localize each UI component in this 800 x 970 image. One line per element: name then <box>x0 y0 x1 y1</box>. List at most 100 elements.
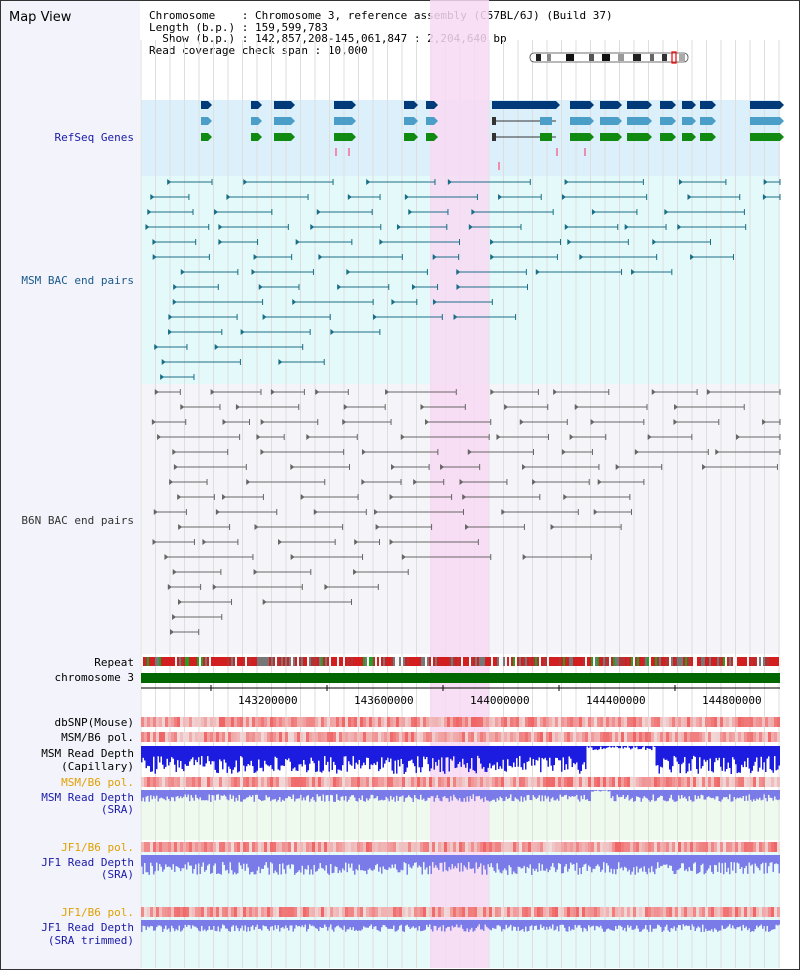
msm-capillary-depth-bar <box>682 746 684 763</box>
msm-capillary-depth-bar <box>625 746 627 748</box>
repeat-element <box>293 657 295 666</box>
msm-capillary-depth-bar <box>148 746 150 767</box>
msm-capillary-depth-bar <box>408 746 410 762</box>
track-label-jf1-depth-trim-line1: JF1 Read Depth <box>41 921 134 934</box>
repeat-element <box>169 657 171 666</box>
jf1-sra-depth-bar <box>391 855 393 865</box>
msm-b6-pol-heat-cell <box>723 732 726 742</box>
msm-bac-pair-end <box>172 299 177 305</box>
msm-capillary-depth-bar <box>622 746 624 749</box>
msm-b6-pol-heat-cell <box>546 732 549 742</box>
repeat-element <box>757 657 759 666</box>
jf1-sra-depth-bar <box>564 855 566 867</box>
jf1-sra-depth-bar <box>723 855 725 875</box>
dbsnp-heat-cell <box>522 717 525 727</box>
msm-sra-depth-bar <box>232 790 234 796</box>
dbsnp-heat-cell <box>186 717 189 727</box>
jf1-sra-depth-bar <box>156 855 158 863</box>
repeat-element <box>633 657 635 666</box>
repeat-element <box>427 657 429 666</box>
b6n-bac-pair-end <box>172 569 177 575</box>
jf1-sra-depth-bar <box>262 855 264 869</box>
msm-b6-pol-heat-cell <box>324 777 327 787</box>
msm-sra-depth-bar <box>444 790 446 797</box>
jf1-sra-depth-bar <box>705 855 707 874</box>
repeat-element <box>683 657 685 666</box>
jf1-sra-trimmed-depth-bar <box>696 920 698 929</box>
jf1-sra-depth-bar <box>243 855 245 864</box>
dbsnp-heat-cell <box>237 717 240 727</box>
jf1-b6-pol-heat-cell <box>327 907 330 917</box>
msm-b6-pol-heat-cell <box>705 732 708 742</box>
jf1-sra-trimmed-depth-bar <box>504 920 506 930</box>
msm-b6-pol-heat-cell <box>738 777 741 787</box>
jf1-b6-pol-heat-cell <box>573 842 576 852</box>
msm-capillary-depth-bar <box>402 746 404 764</box>
msm-capillary-depth-bar <box>526 746 528 762</box>
jf1-sra-trimmed-depth-bar <box>769 920 771 932</box>
msm-sra-depth-bar <box>766 790 768 802</box>
msm-capillary-depth-bar <box>465 746 467 768</box>
jf1-sra-depth-bar <box>580 855 582 875</box>
msm-sra-depth-bar <box>603 790 605 791</box>
jf1-b6-pol-heat-cell <box>426 842 429 852</box>
jf1-sra-trimmed-depth-bar <box>169 920 171 932</box>
jf1-sra-depth-bar <box>166 855 168 867</box>
jf1-sra-trimmed-depth-bar <box>163 920 165 929</box>
jf1-sra-depth-bar <box>213 855 215 866</box>
gene-strand-arrow <box>208 133 212 141</box>
msm-b6-pol-heat-cell <box>744 732 747 742</box>
repeat-element <box>341 657 343 666</box>
jf1-sra-trimmed-depth-bar <box>693 920 695 927</box>
ideogram-band <box>662 54 667 61</box>
repeat-element <box>703 657 705 666</box>
msm-b6-pol-heat-cell <box>612 732 615 742</box>
jf1-sra-trimmed-depth-bar <box>295 920 297 926</box>
gene-strand-arrow <box>672 117 676 125</box>
jf1-b6-pol-heat-cell <box>681 907 684 917</box>
jf1-b6-pol-heat-cell <box>333 907 336 917</box>
jf1-sra-trimmed-depth-bar <box>576 920 578 928</box>
msm-capillary-depth-bar <box>342 746 344 766</box>
jf1-sra-depth-bar <box>397 855 399 873</box>
track-label-b6n-bac[interactable]: B6N BAC end pairs <box>21 514 134 527</box>
jf1-sra-depth-bar <box>697 855 699 874</box>
msm-capillary-depth-bar <box>451 746 453 761</box>
jf1-sra-depth-bar <box>303 855 305 875</box>
msm-capillary-depth-bar <box>213 746 215 762</box>
dbsnp-heat-cell <box>486 717 489 727</box>
msm-capillary-depth-bar <box>529 746 531 758</box>
jf1-sra-depth-bar <box>205 855 207 870</box>
repeat-element <box>661 657 663 666</box>
msm-capillary-depth-bar <box>363 746 365 763</box>
jf1-sra-trimmed-depth-bar <box>687 920 689 927</box>
msm-capillary-depth-bar <box>582 746 584 765</box>
msm-sra-depth-bar <box>621 790 623 798</box>
track-label-refseq[interactable]: RefSeq Genes <box>54 131 134 144</box>
msm-sra-depth-bar <box>754 790 756 801</box>
jf1-b6-pol-heat-cell <box>582 907 585 917</box>
dbsnp-heat-cell <box>234 717 237 727</box>
msm-sra-depth-bar <box>756 790 758 799</box>
msm-b6-pol-heat-cell <box>777 777 780 787</box>
dbsnp-heat-cell <box>243 717 246 727</box>
repeat-element <box>453 657 455 666</box>
msm-b6-pol-heat-cell <box>666 777 669 787</box>
repeat-element <box>581 657 583 666</box>
jf1-sra-depth-bar <box>379 855 381 868</box>
dbsnp-heat-cell <box>501 717 504 727</box>
jf1-sra-depth-bar <box>612 855 614 874</box>
msm-sra-depth-bar <box>697 790 699 797</box>
msm-b6-pol-heat-cell <box>630 732 633 742</box>
msm-b6-pol-heat-cell <box>600 732 603 742</box>
gene-exon <box>750 101 780 109</box>
jf1-b6-pol-heat-cell <box>525 842 528 852</box>
jf1-sra-trimmed-depth-bar <box>354 920 356 931</box>
track-label-msm-bac[interactable]: MSM BAC end pairs <box>21 274 134 287</box>
msm-b6-pol-heat-cell <box>378 777 381 787</box>
msm-b6-pol-heat-cell <box>144 732 147 742</box>
jf1-b6-pol-heat-cell <box>306 907 309 917</box>
jf1-sra-depth-bar <box>637 855 639 873</box>
jf1-sra-depth-bar <box>144 855 146 863</box>
